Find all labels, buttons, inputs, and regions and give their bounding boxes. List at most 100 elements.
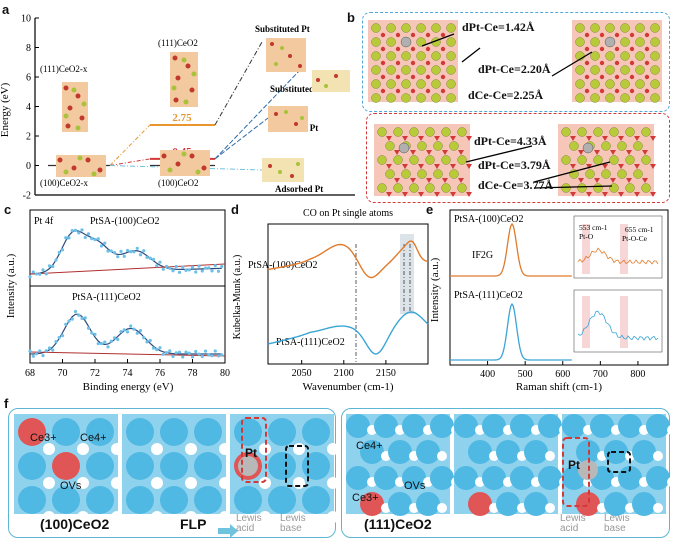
c-point-top [135,246,139,250]
c-point-top [116,255,120,259]
b-ce-atom [457,183,467,193]
c-point-bottom [73,309,78,314]
b-bot-dist-3: dCe-Ce=3.77Å [478,178,554,192]
f-left-title: (100)CeO2 [40,516,110,532]
c-point-top [184,268,188,272]
c-point-top [28,275,32,279]
b-ce-atom [457,155,467,165]
b-o-atom [442,178,448,183]
f-o-atom [77,477,89,489]
c-point-top [151,257,156,261]
f-ce3-atom [18,418,46,446]
b-o-atom [442,150,448,155]
f-right-acid-box [562,437,590,507]
b-o-atom [610,178,616,183]
c-point-top [119,249,123,254]
b-o-atom [440,88,446,94]
f-ce-atom [618,414,642,438]
a-connector [214,41,263,126]
c-point-bottom [132,327,136,331]
c-point-top [34,272,39,276]
c-point-top [41,268,45,272]
b-ce-atom [431,93,441,103]
b-ce-atom [457,127,467,137]
b-ce-atom [409,127,419,137]
f-ce-atom [346,414,370,438]
b-o-atom [634,136,640,141]
f-o-atom [667,425,670,435]
d-series-2-name: PtSA-(111)CeO2 [276,337,345,348]
b-ce-atom [416,23,426,33]
c-point-bottom [125,330,130,334]
f-o-atom [185,511,197,523]
f-o-atom [43,477,55,489]
c-point-top [210,269,214,273]
f-left-acid-box [241,417,267,483]
d-series-2-line [267,311,429,355]
e-inset-bottom-line [577,310,659,341]
panel-label-c: c [4,202,12,217]
c-point-top [31,270,35,274]
b-o-atom [599,46,605,52]
c-point-top [168,266,172,270]
f-ce-atom [302,452,330,480]
f-ce-atom [524,440,548,464]
c-xtick-label: 78 [188,368,198,379]
f-o-atom [653,503,663,513]
b-o-atom [410,60,416,66]
b-o-atom [386,192,392,197]
b-ce-atom [635,51,645,61]
b-o-atom [586,192,592,197]
c-point-top [106,249,110,253]
e-inset-label-3: 655 cm-1 [625,225,654,234]
f-o-atom [43,511,55,523]
b-o-atom [386,136,392,141]
b-ce-atom [409,183,419,193]
panel-d-chart: 2050 2100 2150 Kubelka-Munk (a.u.) Wavenum… [232,208,429,393]
c-xtick-label: 76 [155,368,165,379]
c-point-bottom [86,326,91,330]
b-ce-atom [425,183,435,193]
b-pt-atom [582,142,594,154]
f-ce4-right: Ce4+ [356,440,383,452]
c-point-top [190,265,195,269]
c-point-top [57,250,61,255]
c-point-top [83,235,87,240]
c-point-bottom [38,349,42,353]
b-ce-atom [446,51,456,61]
c-point-top [122,254,126,258]
e-inset-label-2: Pt-O [579,232,594,241]
d-xtick-label: 2100 [334,368,354,379]
b-o-atom [629,60,635,66]
c-point-bottom [200,354,204,358]
c-point-bottom [194,349,198,354]
c-xtick-label: 72 [90,368,100,379]
panel-c-chart: 68 70 72 74 76 78 80 Intensity (a.u.) Binding … [5,209,230,393]
f-o-atom [327,477,339,489]
b-ce-atom [446,23,456,33]
b-ce-atom [401,51,411,61]
a-ytick-label: 8 [26,43,31,54]
b-ce-atom [401,23,411,33]
b-ce-atom [650,51,660,61]
b-ce-atom [650,37,660,47]
panel-label-a: a [2,2,10,17]
b-o-atom [394,178,400,183]
f-o-atom [293,511,305,523]
c-point-bottom [148,338,152,343]
e-xtick-label: 800 [630,369,645,380]
b-ce-atom [449,141,459,151]
c-point-top [93,237,97,242]
f-ce-atom [268,452,296,480]
b-ce-atom [633,169,643,179]
c-point-bottom [122,328,126,332]
panel-label-e: e [426,202,434,217]
b-o-atom [584,88,590,94]
c-point-top [200,269,204,273]
b-ce-atom [625,127,635,137]
b-arrow [465,145,533,163]
b-o-atom [599,88,605,94]
f-ovs-right: OVs [404,480,426,492]
f-ce-atom [496,440,520,464]
b-ce-atom [417,169,427,179]
